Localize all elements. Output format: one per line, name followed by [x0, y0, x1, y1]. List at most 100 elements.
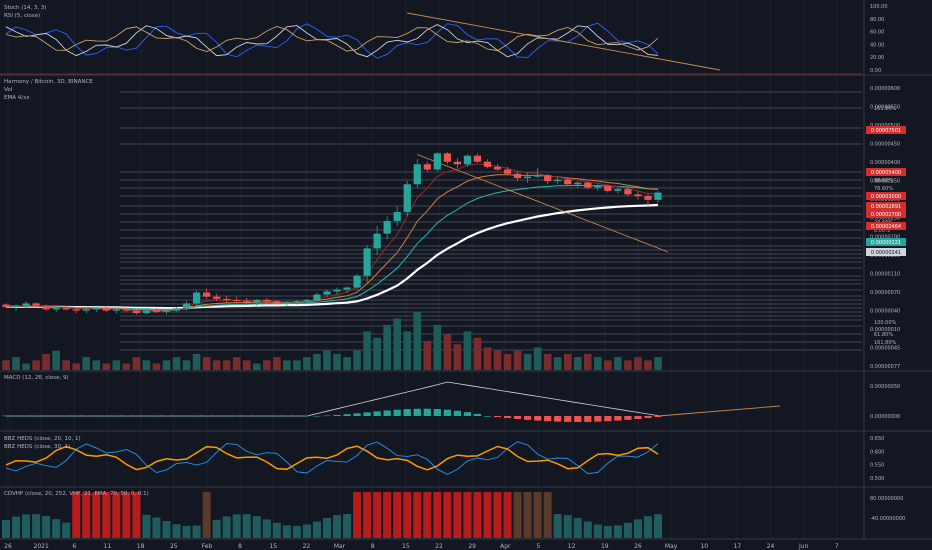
time-tick-label: 22 [303, 543, 311, 550]
macd-bar [594, 416, 602, 422]
macd-bar [443, 409, 451, 416]
axis-tick-label: -40.00000000 [870, 516, 905, 522]
axis-tick-label: 0.600 [870, 449, 884, 455]
bbr-line [5, 445, 659, 471]
rvi-bar [282, 525, 291, 538]
rvi-bar [22, 514, 31, 538]
macd-bar [243, 415, 251, 417]
rvi-bar [82, 492, 91, 538]
rvi-bar [322, 517, 331, 538]
rvi-bar [312, 521, 321, 538]
volume-bar [473, 337, 482, 370]
fib-level-label: 161.80% [874, 340, 896, 346]
candle-body [554, 179, 562, 182]
rvi-bar [403, 492, 412, 538]
candle-body [12, 305, 20, 307]
rvi-bar [573, 517, 582, 538]
volume-bar [333, 353, 341, 370]
macd-bar [323, 415, 331, 417]
candle-body [32, 303, 40, 306]
volume-bar [443, 334, 452, 370]
candle-body [423, 164, 431, 170]
axis-tick-label: 0.00000600 [870, 86, 900, 92]
time-tick-label: 26 [634, 543, 642, 550]
candle-body [463, 155, 472, 165]
fib-level-label: 78.60% [874, 186, 893, 192]
rvi-bar [112, 492, 121, 538]
volume-bar [523, 353, 532, 370]
volume-bar [152, 363, 161, 370]
rvi-bar [343, 514, 352, 538]
price-tag-label: 0.00000221 [871, 240, 901, 246]
candle-body [544, 175, 552, 182]
candle-body [333, 289, 341, 292]
rvi-bar [72, 492, 81, 538]
volume-bar [252, 363, 261, 370]
legends: Stoch (14, 3, 3) RSI (5, close) Harmony / … [4, 5, 149, 497]
axis-tick-label: 80.00000000 [870, 496, 903, 502]
rvi-bar [583, 521, 592, 538]
rvi-histogram [1, 492, 663, 538]
macd-bar [122, 415, 130, 417]
macd-bar [373, 411, 381, 416]
volume-bar [132, 357, 141, 370]
candlesticks [2, 152, 662, 315]
axis-tick-label: 0.00000000 [870, 414, 900, 420]
macd-bar [142, 415, 151, 417]
rvi-bar [453, 492, 462, 538]
panel-legend-text: Stoch (14, 3, 3) [4, 5, 47, 11]
time-tick-label: Feb [202, 543, 213, 550]
axis-tick-label: 0.00000550 [870, 105, 900, 111]
macd-bar [493, 416, 502, 418]
main-trendline [417, 154, 669, 253]
panel-legend-text: MACD (12, 26, close, 9) [4, 375, 69, 381]
macd-bar [22, 415, 30, 417]
volume-bar [12, 357, 20, 370]
volume-bar [242, 360, 251, 370]
volume-bar [323, 350, 331, 370]
rvi-bar [543, 492, 552, 538]
macd-bar [92, 415, 100, 417]
candle-body [263, 299, 271, 302]
rvi-bar [172, 524, 181, 538]
macd-bar [574, 416, 582, 422]
candle-body [353, 275, 361, 288]
time-tick-label: 25 [170, 543, 178, 550]
rvi-bar [353, 492, 362, 538]
time-tick-label: 10 [700, 543, 708, 550]
volume-bar [42, 353, 50, 370]
rvi-bar [483, 492, 492, 538]
macd-bar [353, 413, 361, 416]
candle-body [2, 304, 10, 307]
candle-body [654, 192, 662, 200]
rvi-bar [603, 525, 612, 538]
candle-body [383, 220, 391, 234]
rvi-bar [242, 514, 251, 538]
rvi-bar [493, 492, 502, 538]
axis-tick-label: 0.00000070 [870, 290, 900, 296]
rvi-bar [52, 519, 61, 538]
candle-body [283, 302, 291, 304]
price-tag-label: 0.00002464 [871, 224, 901, 230]
macd-bar [534, 416, 542, 421]
panel-legend-text: CDVHP (close, 20, 252, VHP, 21, EMA, 70,… [4, 491, 149, 497]
rvi-bar [202, 492, 211, 538]
axis-tick-label: 0.00000250 [870, 216, 900, 222]
macd-bar [253, 415, 261, 417]
price-tags: 0.00007501 0.00005400 0.00003000 0.00002891… [866, 126, 906, 256]
candle-body [403, 184, 411, 212]
axis-tick-label: 0.550 [870, 463, 884, 469]
ema-line [5, 184, 659, 310]
time-tick-label: Mar [334, 543, 346, 550]
macd-bar [453, 410, 461, 416]
candle-body [343, 287, 351, 290]
macd-bar [283, 415, 291, 417]
candle-body [82, 309, 90, 311]
macd-bar [614, 416, 622, 421]
candle-body [584, 182, 592, 188]
price-tag-label: 0.00003000 [871, 194, 901, 200]
volume-bar [283, 360, 291, 370]
stoch-trendline [407, 12, 721, 71]
